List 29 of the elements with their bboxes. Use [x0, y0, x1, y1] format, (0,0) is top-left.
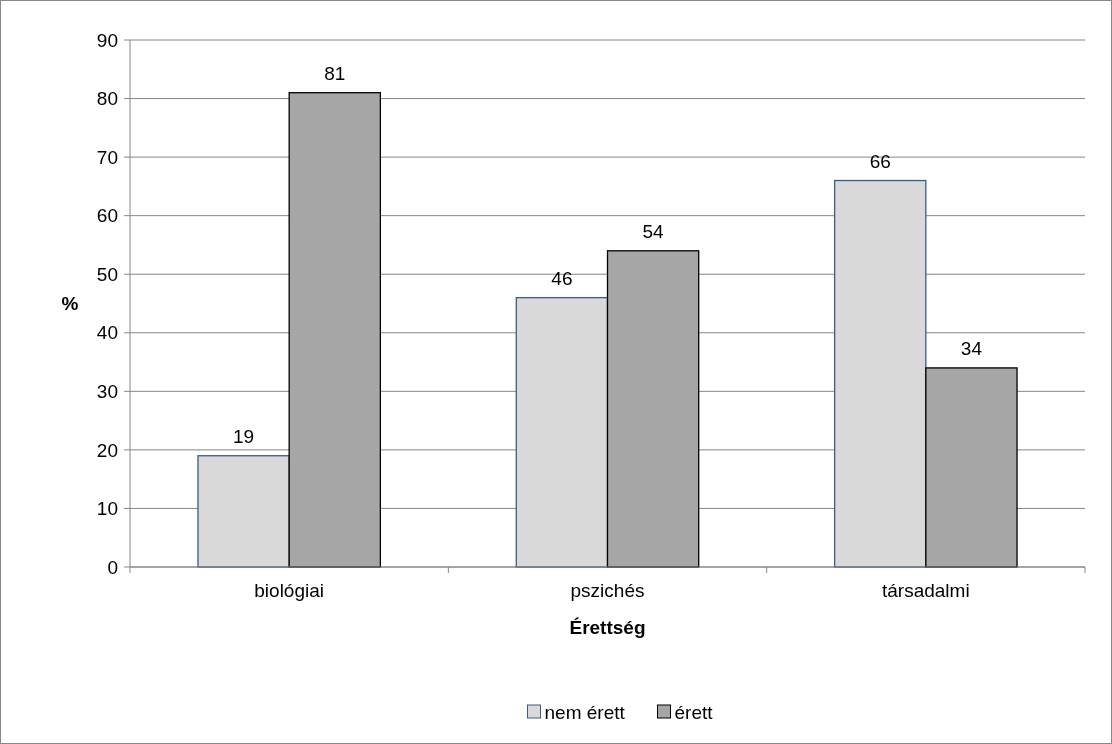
y-tick-label: 70: [96, 146, 118, 168]
x-axis-title: Érettség: [569, 617, 646, 638]
data-label: 46: [551, 267, 573, 289]
bar: [833, 179, 927, 568]
legend-label: nem érett: [544, 701, 626, 723]
y-tick-label: 50: [96, 263, 118, 285]
x-tick-label: pszichés: [570, 580, 645, 601]
y-tick-label: 30: [96, 380, 118, 402]
x-tick-label: társadalmi: [882, 580, 970, 601]
y-tick-label: 10: [96, 498, 118, 520]
data-label: 81: [324, 62, 346, 84]
y-tick-label: 20: [96, 439, 118, 461]
bar: [606, 250, 700, 568]
bar: [515, 296, 609, 568]
data-label: 66: [869, 150, 891, 172]
legend-label: érett: [674, 701, 714, 723]
data-label: 34: [960, 337, 983, 359]
y-axis-title: %: [61, 293, 79, 315]
data-label: 54: [642, 220, 665, 242]
data-label: 19: [233, 425, 255, 447]
y-tick-label: 80: [96, 88, 118, 110]
y-tick-label: 40: [96, 322, 118, 344]
x-tick-label: biológiai: [254, 580, 325, 601]
y-tick-label: 0: [107, 556, 118, 578]
y-tick-label: 90: [96, 29, 118, 51]
bar: [197, 455, 290, 568]
bar: [925, 367, 1018, 568]
bar: [288, 92, 382, 568]
y-tick-label: 60: [96, 205, 118, 227]
